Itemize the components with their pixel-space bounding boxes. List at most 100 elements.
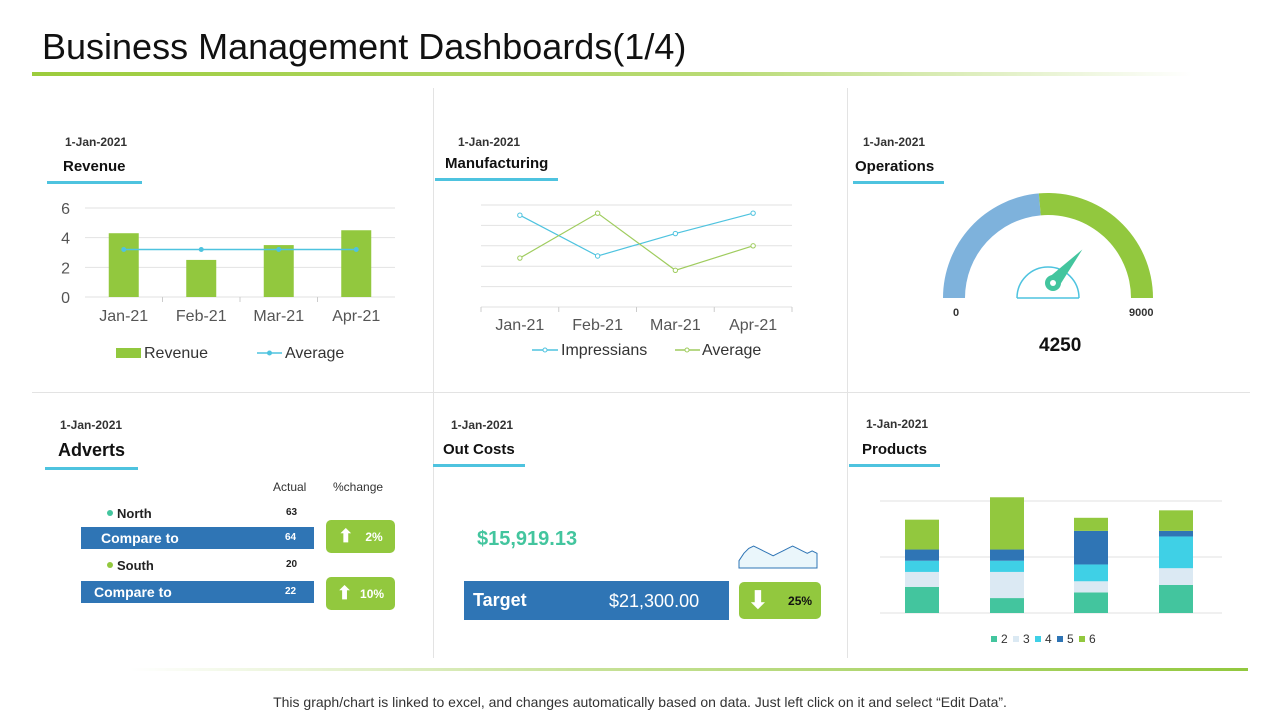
series-point-average [517, 255, 523, 261]
x-tick-label: Feb-21 [572, 317, 623, 334]
south-compare-bar: Compare to 22 [81, 581, 314, 603]
legend-swatch-2 [991, 636, 997, 642]
north-compare-value: 64 [285, 532, 297, 543]
adverts-date: 1-Jan-2021 [60, 418, 123, 432]
revenue-bar [341, 230, 372, 297]
adverts-col-actual: Actual [273, 480, 307, 494]
up-arrow-icon: ⬆ [336, 583, 353, 603]
x-tick-label: Apr-21 [729, 317, 777, 334]
average-point [276, 247, 282, 253]
down-arrow-icon: ⬇ [747, 587, 769, 614]
products-chart[interactable]: 2 3 4 5 6 [870, 495, 1230, 655]
y-tick-label: 0 [61, 290, 70, 307]
stacked-segment-2 [1074, 592, 1108, 613]
series-point-average [594, 210, 601, 216]
legend-swatch-5 [1057, 636, 1063, 642]
series-line-average [519, 212, 754, 271]
panel-divider-v2 [847, 88, 848, 658]
title-underline [32, 72, 1192, 76]
y-tick-label: 6 [61, 201, 70, 218]
south-label: South [117, 558, 154, 573]
stacked-segment-3 [905, 571, 939, 587]
y-tick-label: 2 [61, 260, 70, 277]
up-arrow-icon: ⬆ [338, 526, 354, 546]
legend-label-average: Average [285, 345, 344, 362]
north-change: 2% [365, 529, 383, 544]
legend-label-average: Average [702, 342, 761, 359]
stacked-segment-4 [1074, 564, 1108, 582]
north-compare-label: Compare to [101, 530, 179, 546]
series-point-impressians [672, 230, 679, 237]
series-point-average [750, 243, 756, 249]
stacked-segment-3 [1159, 568, 1193, 585]
stacked-segment-5 [990, 549, 1024, 561]
outcosts-sparkline [738, 545, 818, 569]
gauge-arc-value [943, 193, 1041, 298]
series-point-impressians [517, 212, 523, 218]
legend-label-6: 6 [1089, 632, 1096, 646]
target-label: Target [473, 590, 527, 610]
stacked-segment-3 [990, 571, 1024, 599]
outcosts-amount: $15,919.13 [477, 528, 578, 550]
outcosts-change-badge: ⬇ 25% [739, 582, 821, 619]
products-date: 1-Jan-2021 [866, 417, 929, 431]
stacked-segment-5 [905, 549, 939, 561]
legend-label-3: 3 [1023, 632, 1030, 646]
legend-swatch-revenue [116, 348, 141, 358]
legend-marker-average [684, 347, 690, 353]
legend-label-revenue: Revenue [144, 345, 208, 362]
legend-marker-impressians [542, 347, 548, 353]
legend-label-impressians: Impressians [561, 342, 647, 359]
panel-divider-h [32, 392, 1250, 393]
page-title: Business Management Dashboards(1/4) [42, 26, 687, 67]
gauge-dial-arc [1016, 266, 1080, 299]
north-label: North [117, 506, 152, 521]
revenue-chart[interactable]: 0 2 4 6 Jan-21 Feb-21 Mar-21 Apr-21 Revenue Avera… [40, 190, 420, 370]
operations-gauge[interactable] [930, 180, 1170, 305]
operations-title: Operations [853, 158, 945, 184]
stacked-segment-6 [990, 497, 1024, 550]
gauge-value-label: 4250 [1039, 335, 1082, 356]
north-bullet [107, 510, 113, 516]
series-point-impressians [594, 253, 601, 259]
manufacturing-chart[interactable]: Jan-21 Feb-21 Mar-21 Apr-21 Impressians Avera… [450, 195, 830, 370]
stacked-segment-6 [1159, 510, 1193, 531]
stacked-segment-2 [990, 598, 1024, 613]
x-tick-label: Mar-21 [253, 308, 304, 325]
south-change-badge: ⬆ 10% [326, 577, 395, 610]
target-bar: Target $21,300.00 [464, 581, 729, 620]
legend-label-2: 2 [1001, 632, 1008, 646]
x-tick-label: Jan-21 [495, 317, 544, 334]
stacked-segment-3 [1074, 581, 1108, 593]
series-point-average [672, 267, 679, 273]
outcosts-title: Out Costs [433, 441, 525, 467]
stacked-segment-2 [1159, 585, 1193, 613]
x-tick-label: Feb-21 [176, 308, 227, 325]
north-change-badge: ⬆ 2% [326, 520, 395, 553]
south-actual: 20 [286, 559, 298, 570]
footer-rule [130, 668, 1248, 671]
sparkline-area [738, 545, 818, 569]
gauge-needle-pin [1050, 280, 1056, 286]
north-actual: 63 [286, 507, 298, 518]
series-point-impressians [750, 210, 756, 216]
legend-swatch-4 [1035, 636, 1041, 642]
series-line-impressians [519, 212, 754, 257]
legend-label-4: 4 [1045, 632, 1052, 646]
legend-swatch-6 [1079, 636, 1085, 642]
x-tick-label: Mar-21 [650, 317, 701, 334]
south-compare-value: 22 [285, 586, 297, 597]
average-point [353, 247, 359, 253]
x-tick-label: Jan-21 [99, 308, 148, 325]
legend-marker-average [267, 350, 272, 356]
average-point [198, 247, 204, 253]
south-compare-label: Compare to [94, 584, 172, 600]
stacked-segment-4 [1159, 536, 1193, 569]
manufacturing-date: 1-Jan-2021 [458, 135, 521, 149]
gauge-max-label: 9000 [1129, 307, 1154, 319]
panel-divider-v1 [433, 88, 434, 658]
operations-date: 1-Jan-2021 [863, 135, 926, 149]
outcosts-change: 25% [788, 593, 813, 608]
stacked-segment-2 [905, 586, 939, 613]
north-compare-bar: Compare to 64 [81, 527, 314, 549]
